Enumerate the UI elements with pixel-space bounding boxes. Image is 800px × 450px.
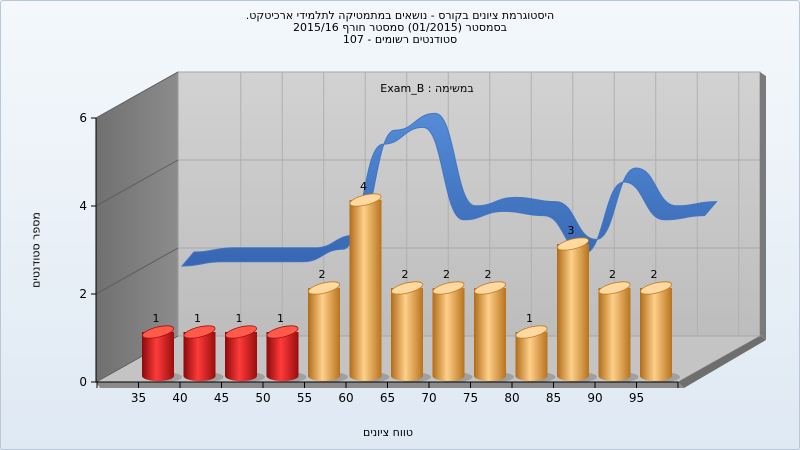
back-wall-right-edge xyxy=(760,72,766,340)
x-tick-label: 70 xyxy=(421,391,436,405)
x-axis-label: טווח ציונים xyxy=(363,426,413,439)
y-tick-label: 4 xyxy=(79,199,87,213)
title-line-2: בסמסטר (01/2015) סמסטר חורף 2015/16 xyxy=(293,21,507,34)
value-label: 1 xyxy=(277,312,284,325)
x-tick-label: 75 xyxy=(463,391,478,405)
value-label: 2 xyxy=(402,268,409,281)
title-line-3: סטודנטים רשומים - 107 xyxy=(342,33,458,46)
x-tick-label: 45 xyxy=(214,391,229,405)
grid-h-side xyxy=(95,159,179,207)
value-label: 2 xyxy=(443,268,450,281)
value-label: 1 xyxy=(194,312,201,325)
value-label: 4 xyxy=(360,180,367,193)
y-tick-label: 0 xyxy=(79,375,87,389)
bar-65 xyxy=(391,281,431,382)
bar-95 xyxy=(640,281,680,382)
bar-70 xyxy=(432,281,473,382)
y-tick-label: 6 xyxy=(79,111,87,125)
value-label: 2 xyxy=(651,268,658,281)
x-tick-label: 90 xyxy=(587,391,602,405)
bar-45 xyxy=(225,325,265,382)
bar-55 xyxy=(308,281,348,382)
x-tick-label: 35 xyxy=(131,391,146,405)
chart-title: היסטוגרמת ציונים בקורס - נושאים במתמטיקה… xyxy=(0,10,800,46)
x-tick-label: 65 xyxy=(380,391,395,405)
value-label: 2 xyxy=(609,268,616,281)
bar-85 xyxy=(557,237,597,382)
y-axis-label: מספר סטודנטים xyxy=(29,212,43,288)
bar-90 xyxy=(598,281,639,382)
x-tick-label: 60 xyxy=(338,391,353,405)
x-tick-label: 55 xyxy=(297,391,312,405)
value-label: 1 xyxy=(153,312,160,325)
x-tick-label: 40 xyxy=(172,391,187,405)
axes: 0 2 4 6 35 40 45 50 55 60 65 70 75 80 85 90 95 xyxy=(79,111,679,405)
x-tick-label: 80 xyxy=(504,391,519,405)
bar-40 xyxy=(183,325,224,382)
value-label: 2 xyxy=(319,268,326,281)
bar-75 xyxy=(474,281,514,382)
x-tick-label: 95 xyxy=(629,391,644,405)
value-label: 1 xyxy=(236,312,243,325)
grid-h-side xyxy=(95,71,179,119)
floor-front-edge xyxy=(96,382,684,388)
value-labels: 1 1 1 1 2 4 2 2 2 1 3 2 2 xyxy=(153,180,658,325)
bar-35 xyxy=(142,325,182,382)
bar-60 xyxy=(349,193,390,382)
y-tick-label: 2 xyxy=(79,287,87,301)
value-label: 1 xyxy=(526,312,533,325)
title-line-1: היסטוגרמת ציונים בקורס - נושאים במתמטיקה… xyxy=(245,9,555,22)
bar-80 xyxy=(515,325,556,382)
x-tick-label: 85 xyxy=(546,391,561,405)
floor-right-edge xyxy=(678,336,766,388)
value-label: 3 xyxy=(568,224,575,237)
x-tick-label: 50 xyxy=(255,391,270,405)
bar-50 xyxy=(266,325,307,382)
chart-annotation: במשימה : Exam_B xyxy=(380,82,474,95)
value-label: 2 xyxy=(485,268,492,281)
grid-h-side xyxy=(95,247,179,295)
bars xyxy=(142,193,680,382)
